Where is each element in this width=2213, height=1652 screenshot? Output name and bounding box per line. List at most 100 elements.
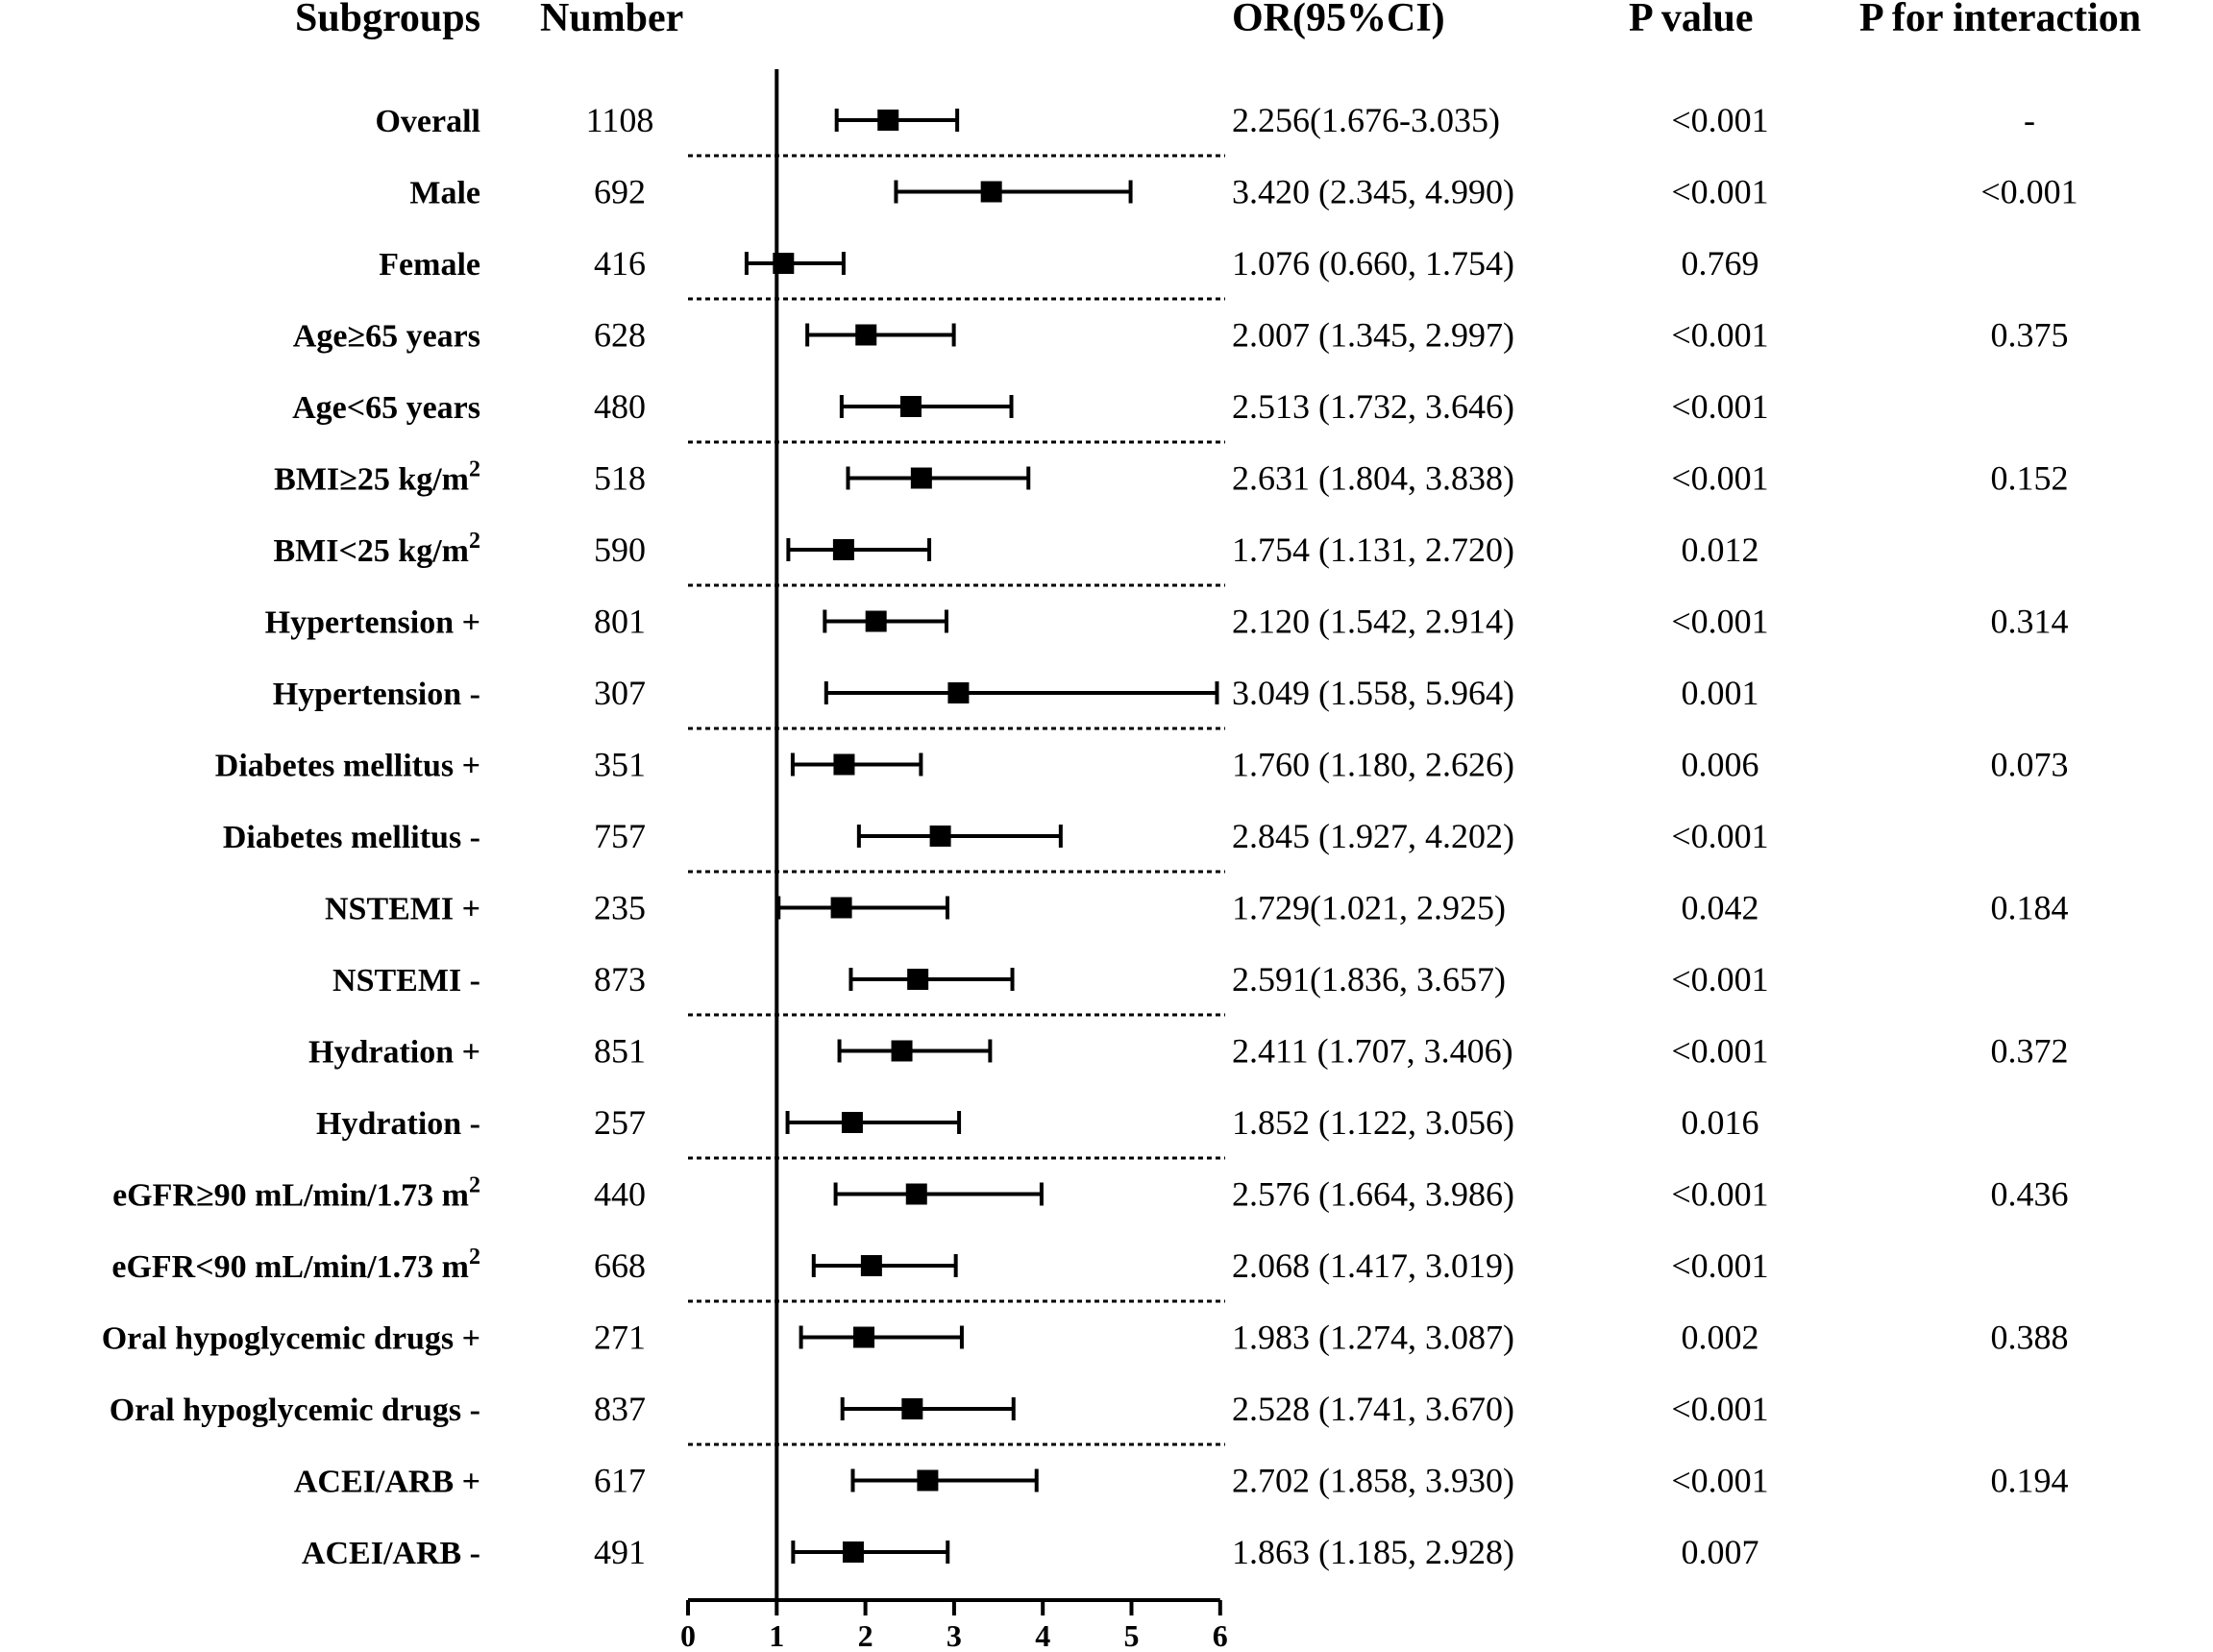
p-interaction-value: 0.314 <box>1991 603 2069 641</box>
p-value: <0.001 <box>1671 1390 1768 1428</box>
subgroup-label: Hypertension + <box>265 605 480 641</box>
header-p-value: P value <box>1629 0 1754 40</box>
p-value: 0.042 <box>1682 889 1759 927</box>
x-tick-label: 3 <box>947 1618 962 1652</box>
subgroup-label: Male <box>409 176 480 211</box>
x-tick-label: 0 <box>680 1618 696 1652</box>
p-interaction-value: 0.152 <box>1991 459 2069 498</box>
point-estimate <box>842 1541 864 1563</box>
p-value: <0.001 <box>1671 387 1768 426</box>
or-ci-value: 1.760 (1.180, 2.626) <box>1232 746 1514 784</box>
or-ci-value: 2.845 (1.927, 4.202) <box>1232 817 1514 855</box>
number-value: 617 <box>594 1462 646 1500</box>
header-subgroups: Subgroups <box>295 0 480 40</box>
p-value: <0.001 <box>1671 101 1768 139</box>
p-value: <0.001 <box>1671 173 1768 211</box>
p-interaction-value: - <box>2024 101 2035 139</box>
number-value: 271 <box>594 1319 646 1357</box>
p-value: <0.001 <box>1671 1462 1768 1500</box>
subgroup-label: Female <box>379 247 480 283</box>
x-axis: 0 1 2 3 4 5 6 <box>680 1598 1228 1652</box>
p-interaction-value: 0.388 <box>1991 1319 2069 1357</box>
number-value: 851 <box>594 1032 646 1071</box>
header-or: OR(95%CI) <box>1232 0 1445 40</box>
number-value: 480 <box>594 387 646 426</box>
point-estimate <box>891 1040 913 1062</box>
p-interaction-value: 0.372 <box>1991 1032 2069 1071</box>
point-estimate <box>877 110 899 131</box>
subgroup-label: ACEI/ARB + <box>294 1465 480 1500</box>
point-estimate <box>947 682 970 703</box>
subgroup-label: Hydration + <box>308 1035 480 1071</box>
p-interaction-value: 0.375 <box>1991 316 2069 355</box>
or-ci-value: 2.256(1.676-3.035) <box>1232 101 1500 139</box>
number-value: 668 <box>594 1246 646 1285</box>
p-interaction-value: <0.001 <box>1980 173 2078 211</box>
superscript: 2 <box>469 457 480 482</box>
or-ci-value: 2.513 (1.732, 3.646) <box>1232 387 1514 426</box>
number-value: 416 <box>594 244 646 283</box>
column-headers: Subgroups Number OR(95%CI) P value P for… <box>295 0 2141 40</box>
p-interaction-value: 0.436 <box>1991 1175 2069 1214</box>
subgroup-rows: Overall 1108 2.256(1.676-3.035) <0.001 - Male… <box>102 101 2078 1571</box>
number-value: 257 <box>594 1103 646 1142</box>
point-estimate <box>980 181 1002 203</box>
or-ci-value: 2.591(1.836, 3.657) <box>1232 960 1506 999</box>
header-p-interaction: P for interaction <box>1859 0 2141 40</box>
point-estimate <box>865 610 887 632</box>
subgroup-label: NSTEMI + <box>325 892 480 927</box>
or-ci-value: 1.754 (1.131, 2.720) <box>1232 530 1514 569</box>
p-value: 0.001 <box>1682 674 1759 712</box>
x-tick-label: 1 <box>769 1618 784 1652</box>
superscript: 2 <box>469 1173 480 1198</box>
superscript: 2 <box>469 1245 480 1270</box>
or-ci-value: 2.068 (1.417, 3.019) <box>1232 1246 1514 1285</box>
or-ci-value: 1.076 (0.660, 1.754) <box>1232 244 1514 283</box>
x-tick-label: 6 <box>1213 1618 1228 1652</box>
number-value: 837 <box>594 1390 646 1428</box>
point-estimate <box>917 1469 939 1492</box>
x-tick-label: 4 <box>1035 1618 1050 1652</box>
p-value: <0.001 <box>1671 1032 1768 1071</box>
superscript: 2 <box>469 529 480 554</box>
subgroup-label: eGFR≥90 mL/min/1.73 m2 <box>112 1173 480 1214</box>
p-value: 0.012 <box>1682 530 1759 569</box>
subgroup-label: Age≥65 years <box>293 319 480 355</box>
or-ci-value: 1.729(1.021, 2.925) <box>1232 889 1506 927</box>
number-value: 801 <box>594 603 646 641</box>
or-ci-value: 2.631 (1.804, 3.838) <box>1232 459 1514 498</box>
p-value: 0.769 <box>1682 244 1759 283</box>
subgroup-label: Overall <box>375 104 480 139</box>
point-estimate <box>860 1255 882 1276</box>
p-interaction-value: 0.073 <box>1991 746 2069 784</box>
or-ci-value: 3.420 (2.345, 4.990) <box>1232 173 1514 211</box>
number-value: 235 <box>594 889 646 927</box>
or-ci-value: 1.852 (1.122, 3.056) <box>1232 1103 1514 1142</box>
number-value: 757 <box>594 817 646 855</box>
point-estimate <box>830 897 852 919</box>
or-ci-value: 1.863 (1.185, 2.928) <box>1232 1533 1514 1571</box>
p-value: 0.007 <box>1682 1533 1759 1571</box>
p-interaction-value: 0.184 <box>1991 889 2069 927</box>
point-estimate <box>833 753 855 776</box>
number-value: 351 <box>594 746 646 784</box>
p-value: <0.001 <box>1671 1246 1768 1285</box>
subgroup-label: Oral hypoglycemic drugs + <box>102 1321 480 1357</box>
p-value: 0.006 <box>1682 746 1759 784</box>
point-estimate <box>901 1398 923 1419</box>
point-estimate <box>905 1183 927 1205</box>
number-value: 518 <box>594 459 646 498</box>
subgroup-label: ACEI/ARB - <box>302 1536 480 1571</box>
point-estimate <box>910 467 932 489</box>
or-ci-value: 2.702 (1.858, 3.930) <box>1232 1462 1514 1500</box>
p-value: <0.001 <box>1671 1175 1768 1214</box>
number-value: 692 <box>594 173 646 211</box>
x-tick-label: 5 <box>1124 1618 1140 1652</box>
subgroup-label: BMI≥25 kg/m2 <box>274 457 480 498</box>
header-number: Number <box>540 0 683 40</box>
or-ci-value: 2.576 (1.664, 3.986) <box>1232 1175 1514 1214</box>
p-value: <0.001 <box>1671 459 1768 498</box>
subgroup-label: BMI<25 kg/m2 <box>273 529 480 569</box>
p-interaction-value: 0.194 <box>1991 1462 2069 1500</box>
